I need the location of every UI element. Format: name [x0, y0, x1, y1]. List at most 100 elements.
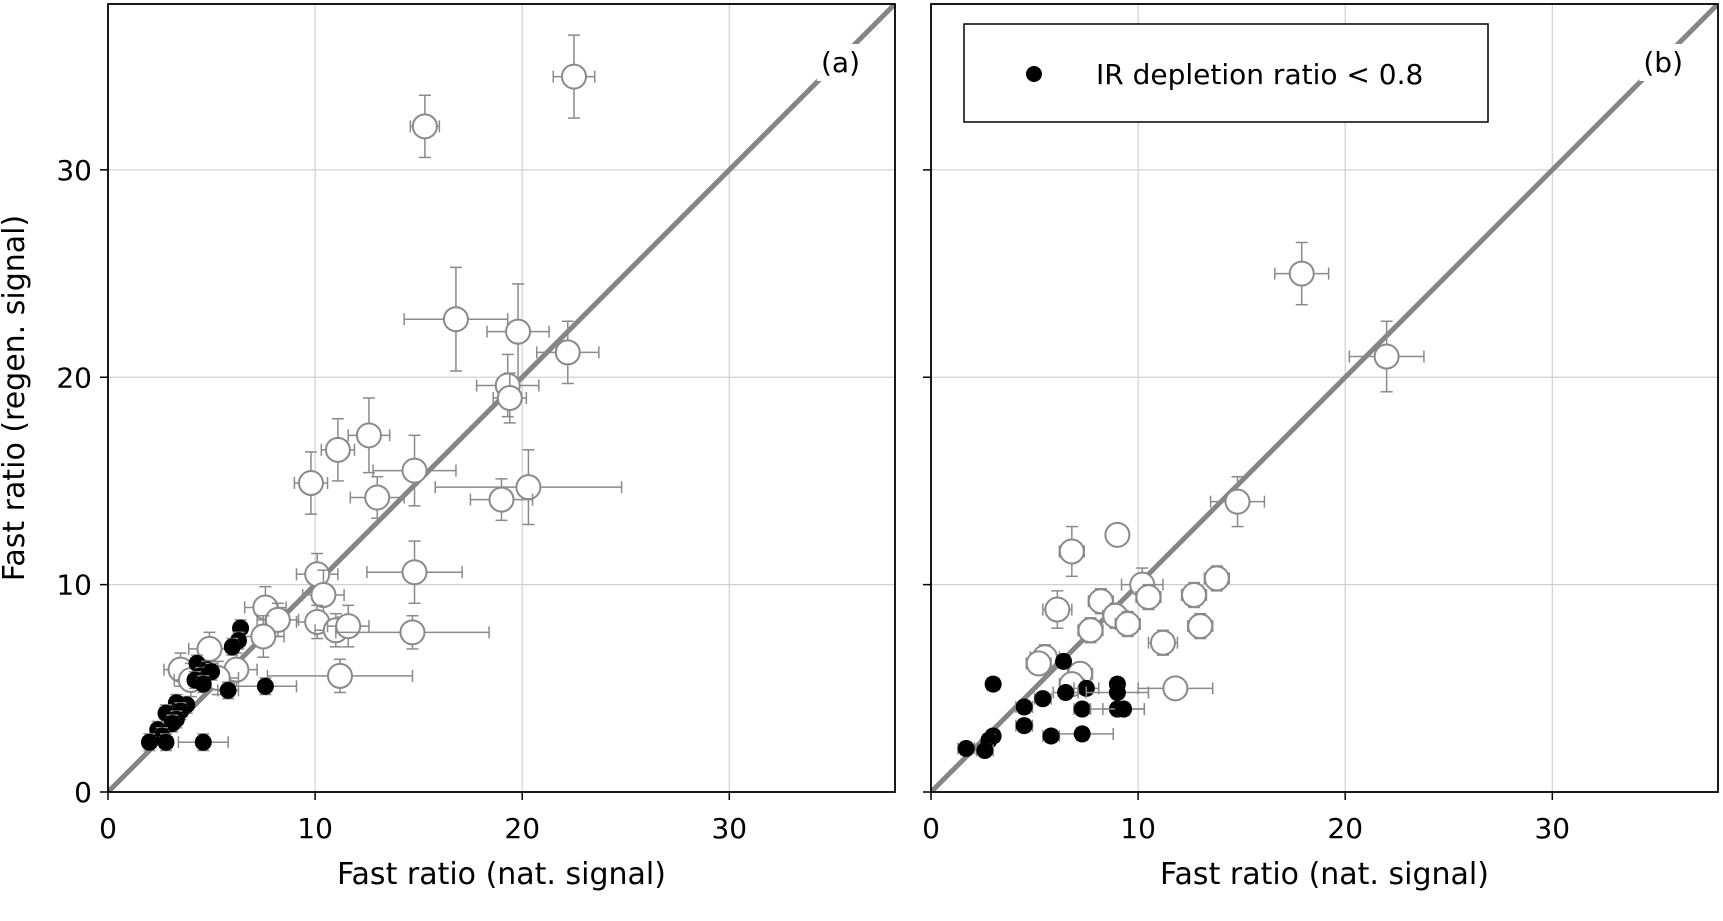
data-point-open — [1137, 675, 1214, 702]
panel-label-bg — [816, 44, 864, 81]
open-circle-marker — [411, 113, 438, 140]
data-point-open — [1187, 612, 1214, 640]
legend: IR depletion ratio < 0.8 — [963, 23, 1489, 123]
data-point-open — [434, 449, 623, 526]
filled-circle-marker — [256, 677, 274, 695]
data-point-open — [372, 434, 457, 507]
legend-box — [963, 23, 1489, 123]
plot-frame — [107, 3, 896, 793]
data-point-open — [347, 397, 391, 474]
filled-circle-marker — [957, 739, 975, 757]
filled-circle-marker — [1115, 700, 1133, 718]
data-point-filled — [1042, 727, 1061, 745]
open-circle-marker — [515, 474, 542, 501]
plot-frame — [930, 3, 1719, 793]
data-point-filled — [1050, 725, 1115, 743]
data-point-open — [1042, 590, 1073, 629]
data-point-open — [1104, 521, 1131, 548]
filled-circle-marker — [1108, 683, 1126, 701]
data-point-open — [1058, 525, 1086, 578]
x-tick-label: 10 — [297, 812, 333, 845]
y-tick-label: 10 — [56, 569, 92, 602]
open-circle-marker — [1149, 629, 1176, 656]
data-point-open — [535, 320, 600, 385]
x-tick-label: 10 — [1120, 812, 1156, 845]
x-tick-label: 30 — [1534, 812, 1570, 845]
data-point-open — [335, 614, 490, 650]
data-point-filled — [1102, 700, 1146, 718]
data-point-filled — [223, 637, 241, 656]
filled-circle-marker — [157, 733, 175, 751]
open-circle-marker — [324, 436, 351, 463]
y-tick-label: 30 — [56, 154, 92, 187]
open-circle-marker — [264, 606, 291, 633]
data-point-filled — [194, 675, 212, 694]
x-axis-label: Fast ratio (nat. signal) — [1160, 857, 1489, 892]
filled-circle-marker — [984, 675, 1002, 693]
data-point-filled — [975, 742, 994, 760]
data-point-open — [1135, 583, 1162, 611]
data-point-open — [1348, 320, 1425, 393]
plot-area — [931, 4, 1718, 792]
panel-label-bg — [1639, 44, 1687, 81]
data-point-open — [403, 266, 509, 372]
data-point-filled — [1052, 683, 1079, 701]
data-point-filled — [177, 733, 229, 752]
data-point-open — [241, 614, 285, 658]
open-circle-marker — [399, 619, 426, 646]
open-circle-marker — [496, 385, 523, 411]
data-point-open — [1087, 588, 1115, 615]
filled-circle-marker — [194, 733, 212, 751]
filled-circle-marker — [1055, 652, 1073, 670]
legend-label: IR depletion ratio < 0.8 — [1096, 58, 1423, 91]
data-point-open — [492, 372, 528, 424]
open-circle-marker — [1135, 584, 1162, 611]
open-circle-marker — [1224, 488, 1251, 515]
legend-marker-filled — [1026, 66, 1042, 82]
y-tick-label: 20 — [56, 361, 92, 394]
open-circle-marker — [560, 63, 587, 90]
x-tick-label: 0 — [922, 812, 940, 845]
data-point-filled — [1085, 683, 1150, 701]
data-point-open — [366, 540, 463, 605]
open-circle-marker — [1181, 582, 1208, 608]
data-point-open — [293, 451, 329, 515]
data-point-open — [1025, 650, 1052, 677]
data-point-filled — [1015, 717, 1034, 735]
open-circle-marker — [1187, 613, 1214, 640]
open-circle-marker — [1058, 538, 1085, 565]
open-circle-marker — [1114, 611, 1141, 638]
y-axis-label: Fast ratio (regen. signal) — [0, 215, 32, 581]
data-point-open — [1077, 617, 1104, 644]
open-circle-marker — [442, 306, 469, 333]
series-filled — [957, 652, 1150, 760]
open-circle-marker — [505, 318, 532, 345]
open-circle-marker — [310, 582, 337, 608]
filled-circle-marker — [1073, 725, 1091, 743]
series-filled — [140, 619, 298, 752]
filled-circle-marker — [1073, 700, 1091, 718]
panel-b: 0 10 20 30 Fast ratio (nat. signal) (b) IR dep… — [922, 3, 1719, 892]
filled-circle-marker — [1042, 727, 1060, 745]
data-point-open — [469, 478, 534, 522]
open-circle-marker — [401, 559, 428, 586]
data-point-filled — [1015, 698, 1034, 716]
open-circle-marker — [1203, 565, 1230, 592]
data-point-open — [1114, 610, 1141, 638]
open-circle-marker — [1077, 617, 1104, 644]
plot-area — [108, 4, 895, 792]
filled-circle-marker — [1057, 683, 1075, 701]
filled-circle-marker — [163, 715, 181, 733]
open-circle-marker — [1288, 260, 1315, 287]
x-axis-label: Fast ratio (nat. signal) — [337, 857, 666, 892]
data-point-filled — [217, 681, 240, 700]
open-circle-marker — [1373, 343, 1400, 370]
filled-circle-marker — [194, 675, 212, 693]
y-tick-label: 0 — [74, 776, 92, 809]
data-point-open — [486, 283, 550, 381]
series-open — [1025, 241, 1425, 702]
open-circle-marker — [1104, 521, 1131, 548]
data-point-filled — [1055, 652, 1073, 670]
data-point-open — [349, 476, 405, 520]
